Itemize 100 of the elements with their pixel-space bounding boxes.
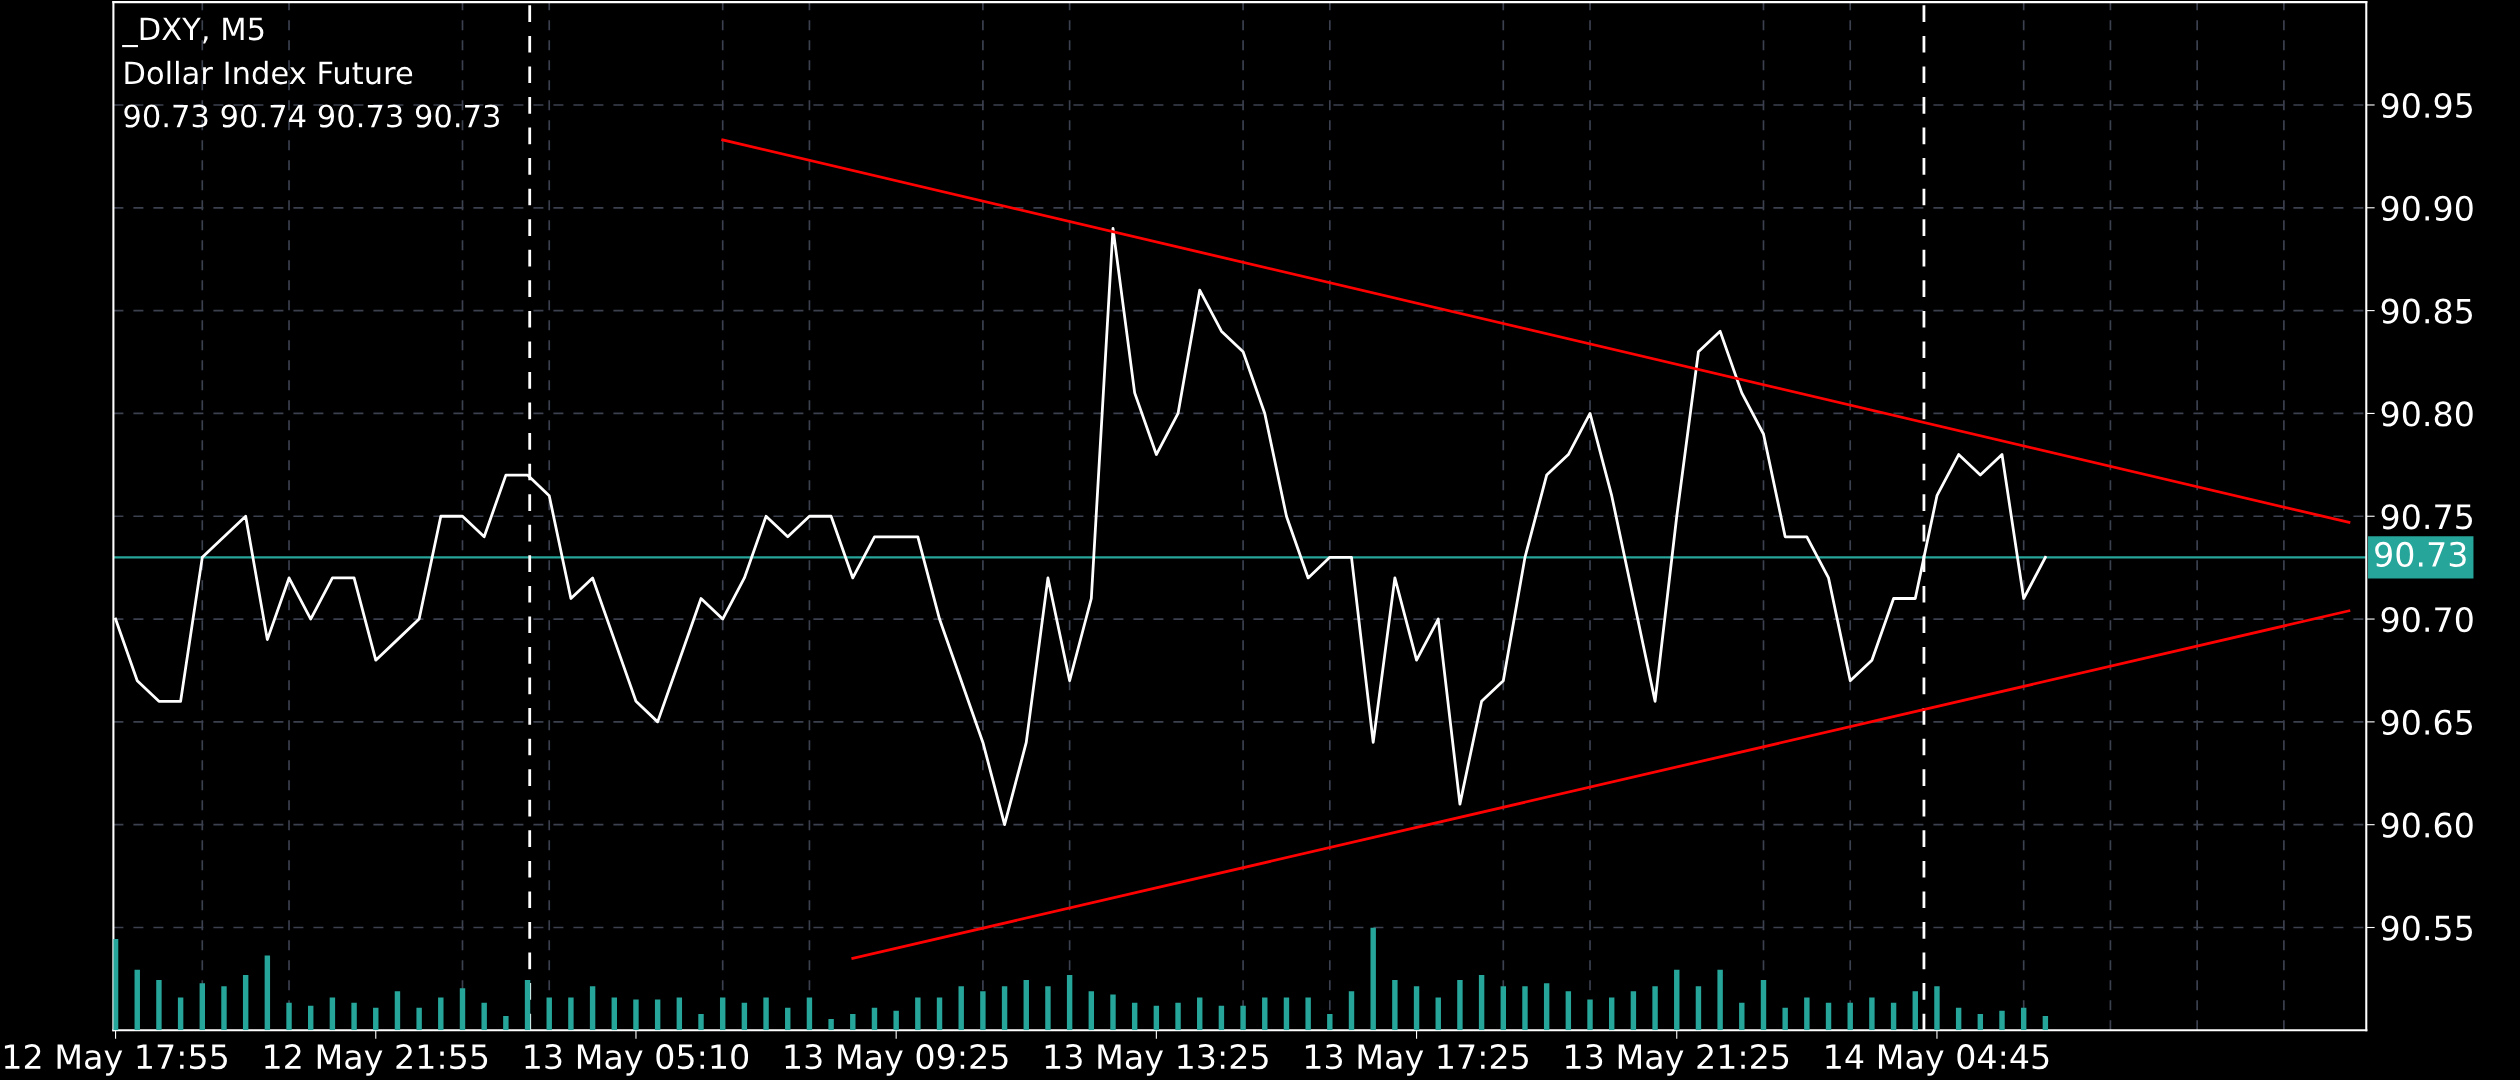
bar — [2042, 1015, 2049, 1031]
y-tick-label: 90.85 — [2381, 298, 2472, 324]
ref-line-label: 90.73 — [2375, 541, 2466, 568]
bar — [2020, 1007, 2027, 1031]
bar — [1457, 980, 1463, 1031]
bar — [1652, 986, 1658, 1031]
bar — [1977, 1013, 1984, 1031]
x-tick-label: 13 May 05:10 — [525, 1044, 749, 1076]
bar — [1153, 1005, 1160, 1031]
bar — [633, 999, 639, 1031]
bar — [1609, 997, 1615, 1031]
y-tick-label: 90.70 — [2381, 606, 2473, 633]
bar — [242, 974, 249, 1031]
bar — [264, 955, 271, 1031]
bar — [1197, 997, 1203, 1031]
bar — [589, 986, 596, 1031]
bar — [1413, 986, 1420, 1031]
bar — [286, 1002, 292, 1031]
bar — [1695, 986, 1702, 1031]
bar — [438, 997, 444, 1031]
bar — [546, 997, 552, 1031]
bar — [1500, 986, 1506, 1031]
bar — [980, 991, 986, 1031]
bar — [1760, 980, 1767, 1031]
bar — [177, 997, 184, 1031]
bar — [1869, 997, 1875, 1031]
bar — [915, 997, 921, 1031]
y-tick-label: 90.75 — [2381, 504, 2472, 530]
bar — [459, 988, 466, 1031]
bar — [763, 997, 769, 1031]
bar — [416, 1007, 422, 1031]
bar — [1565, 991, 1572, 1031]
bar — [1348, 991, 1355, 1031]
bar — [308, 1005, 314, 1031]
bar — [1305, 997, 1311, 1031]
bar — [698, 1013, 704, 1031]
bar — [1131, 1002, 1138, 1031]
bar — [1435, 997, 1441, 1031]
bar — [1045, 986, 1051, 1031]
bar — [1587, 999, 1593, 1031]
x-tick-label: 12 May 17:55 — [4, 1044, 227, 1076]
bar — [134, 969, 140, 1031]
bar — [1912, 991, 1918, 1031]
bar — [221, 986, 227, 1031]
bar — [394, 991, 401, 1031]
bar — [351, 1002, 357, 1031]
y-tick-label: 90.55 — [2381, 915, 2472, 941]
bar — [676, 997, 683, 1031]
bar — [199, 983, 206, 1031]
bar — [1392, 980, 1398, 1031]
bar — [1110, 994, 1116, 1031]
bar — [1478, 974, 1485, 1031]
bar — [1240, 1005, 1246, 1031]
bar — [1327, 1013, 1333, 1031]
y-tick-label: 90.95 — [2381, 92, 2472, 119]
bar — [1088, 991, 1095, 1031]
bar — [1717, 969, 1723, 1031]
bar — [654, 999, 661, 1031]
x-tick-label: 13 May 09:25 — [785, 1044, 1008, 1076]
bar — [1283, 997, 1290, 1031]
bar — [524, 980, 531, 1031]
bar — [850, 1013, 856, 1031]
y-tick-label: 90.60 — [2381, 812, 2473, 838]
bar — [1023, 980, 1029, 1031]
bar — [1674, 969, 1680, 1031]
bar — [1825, 1002, 1832, 1031]
bar — [1001, 986, 1008, 1031]
bar — [1218, 1005, 1225, 1031]
x-tick-label: 13 May 13:25 — [1045, 1044, 1268, 1076]
y-tick-label: 90.65 — [2381, 709, 2472, 736]
bar — [1934, 986, 1940, 1031]
bar — [1804, 997, 1810, 1031]
x-tick-label: 13 May 21:25 — [1566, 1044, 1789, 1076]
y-tick-label: 90.90 — [2381, 195, 2473, 221]
annotation: 90.73 90.74 90.73 90.73 — [124, 104, 499, 128]
bar — [1847, 1002, 1853, 1031]
bar — [806, 997, 813, 1031]
bar — [1522, 986, 1528, 1031]
bar — [611, 997, 617, 1031]
y-tick-label: 90.80 — [2381, 401, 2473, 427]
bar — [1066, 974, 1073, 1031]
bar — [1739, 1002, 1745, 1031]
bar — [871, 1007, 878, 1031]
bar — [893, 1010, 899, 1031]
bar — [156, 980, 162, 1031]
bar — [719, 997, 726, 1031]
bar — [1543, 983, 1550, 1031]
bar — [329, 997, 336, 1031]
bar — [958, 986, 964, 1031]
bar — [785, 1007, 791, 1031]
bar — [481, 1002, 487, 1031]
bar — [1999, 1010, 2005, 1031]
bar — [1175, 1002, 1181, 1031]
bar — [936, 997, 943, 1031]
bar — [503, 1015, 509, 1031]
bar — [741, 1002, 748, 1031]
x-tick-label: 12 May 21:55 — [265, 1044, 488, 1076]
text: Dollar Index Future — [125, 60, 413, 85]
bar — [1782, 1007, 1788, 1031]
bar — [1890, 1002, 1897, 1031]
